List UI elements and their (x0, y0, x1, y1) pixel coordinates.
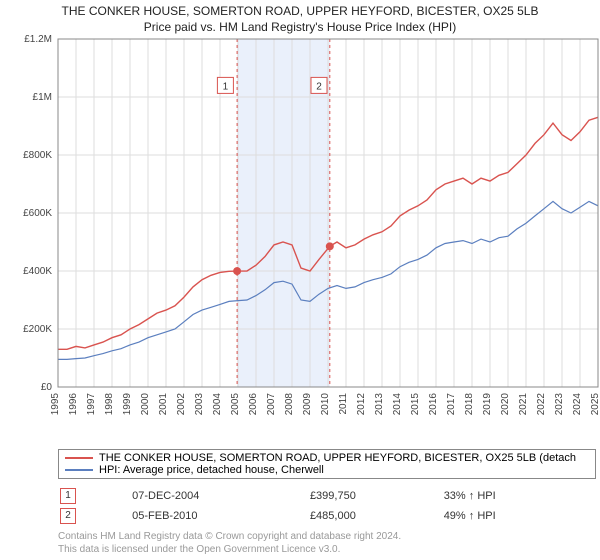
transaction-marker: 1 (60, 488, 76, 504)
svg-text:£0: £0 (41, 382, 53, 393)
transaction-table: 1 07-DEC-2004£399,75033% ↑ HPI 2 05-FEB-201… (58, 485, 590, 527)
chart-container: THE CONKER HOUSE, SOMERTON ROAD, UPPER H… (0, 0, 600, 560)
svg-text:2007: 2007 (266, 393, 277, 416)
svg-text:2005: 2005 (230, 393, 241, 416)
table-row: 1 07-DEC-2004£399,75033% ↑ HPI (60, 487, 588, 505)
svg-text:2020: 2020 (500, 393, 511, 416)
attribution: Contains HM Land Registry data © Crown c… (58, 531, 590, 556)
svg-text:2001: 2001 (158, 393, 169, 416)
svg-text:2023: 2023 (554, 393, 565, 416)
svg-text:2013: 2013 (374, 393, 385, 416)
attribution-line1: Contains HM Land Registry data © Crown c… (58, 531, 590, 544)
svg-text:2002: 2002 (176, 393, 187, 416)
svg-text:2021: 2021 (518, 393, 529, 416)
title-sub: Price paid vs. HM Land Registry's House … (10, 20, 590, 36)
chart-area: £0 £200K £400K £600K £800K £1M £1.2M 1995 1996 19… (10, 35, 590, 445)
attribution-line2: This data is licensed under the Open Gov… (58, 544, 590, 557)
transaction-marker: 2 (60, 508, 76, 524)
svg-text:£1M: £1M (33, 92, 52, 103)
svg-text:1999: 1999 (122, 393, 133, 416)
table-row: 2 05-FEB-2010£485,00049% ↑ HPI (60, 507, 588, 525)
svg-text:2022: 2022 (536, 393, 547, 416)
svg-text:£800K: £800K (23, 150, 52, 161)
svg-text:2003: 2003 (194, 393, 205, 416)
legend-label: HPI: Average price, detached house, Cher… (99, 464, 324, 476)
transaction-date: 07-DEC-2004 (132, 487, 308, 505)
svg-text:2: 2 (316, 82, 322, 93)
svg-text:1997: 1997 (86, 393, 97, 416)
svg-text:2019: 2019 (482, 393, 493, 416)
svg-text:2000: 2000 (140, 393, 151, 416)
legend: THE CONKER HOUSE, SOMERTON ROAD, UPPER H… (58, 449, 596, 479)
svg-text:2012: 2012 (356, 393, 367, 416)
transaction-delta: 49% ↑ HPI (444, 507, 588, 525)
svg-text:2016: 2016 (428, 393, 439, 416)
transaction-price: £485,000 (310, 507, 442, 525)
svg-text:2014: 2014 (392, 393, 403, 416)
svg-text:1996: 1996 (68, 393, 79, 416)
svg-text:1: 1 (223, 82, 229, 93)
svg-text:2015: 2015 (410, 393, 421, 416)
legend-item: THE CONKER HOUSE, SOMERTON ROAD, UPPER H… (65, 452, 589, 464)
line-chart-svg: £0 £200K £400K £600K £800K £1M £1.2M 1995 1996 19… (10, 35, 600, 423)
svg-text:£1.2M: £1.2M (24, 35, 52, 45)
legend-label: THE CONKER HOUSE, SOMERTON ROAD, UPPER H… (99, 452, 576, 464)
svg-text:2011: 2011 (338, 393, 349, 415)
titles: THE CONKER HOUSE, SOMERTON ROAD, UPPER H… (10, 4, 590, 35)
transaction-price: £399,750 (310, 487, 442, 505)
svg-text:£200K: £200K (23, 324, 52, 335)
svg-text:2025: 2025 (590, 393, 600, 416)
transaction-date: 05-FEB-2010 (132, 507, 308, 525)
svg-text:1995: 1995 (50, 393, 61, 416)
svg-text:2006: 2006 (248, 393, 259, 416)
svg-text:2004: 2004 (212, 393, 223, 416)
svg-text:2024: 2024 (572, 393, 583, 416)
legend-item: HPI: Average price, detached house, Cher… (65, 464, 589, 476)
svg-text:1998: 1998 (104, 393, 115, 416)
transaction-delta: 33% ↑ HPI (444, 487, 588, 505)
svg-text:2008: 2008 (284, 393, 295, 416)
svg-text:2017: 2017 (446, 393, 457, 416)
svg-text:2010: 2010 (320, 393, 331, 416)
legend-swatch (65, 457, 93, 459)
legend-swatch (65, 469, 93, 471)
title-main: THE CONKER HOUSE, SOMERTON ROAD, UPPER H… (10, 4, 590, 20)
svg-text:2009: 2009 (302, 393, 313, 416)
svg-text:£600K: £600K (23, 208, 52, 219)
svg-text:2018: 2018 (464, 393, 475, 416)
svg-text:£400K: £400K (23, 266, 52, 277)
